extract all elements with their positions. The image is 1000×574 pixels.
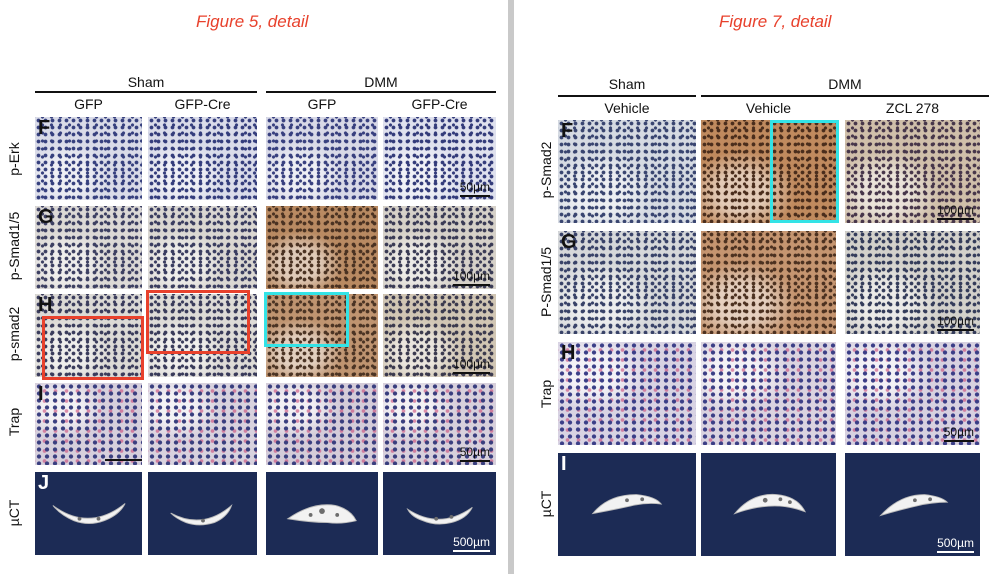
panel-letter-f: F <box>561 120 574 142</box>
scale-bar-g: 100µm <box>453 270 490 286</box>
row-label-micro-ct: µCT <box>538 490 554 518</box>
bone-scan-image <box>52 502 126 524</box>
micrograph-f-sham-vehicle: F <box>558 120 696 223</box>
row-label-trap: Trap <box>6 407 22 437</box>
bone-scan-image <box>591 493 663 514</box>
group-line-dmm <box>701 95 989 97</box>
group-label-sham: Sham <box>127 74 165 90</box>
highlight-box-red-1 <box>42 316 144 380</box>
figure-7-title: Figure 7, detail <box>719 12 832 31</box>
row-label-p-smad1-5: P-Smad1/5 <box>538 246 554 318</box>
micrograph-f-sham-gfp-cre <box>148 117 257 200</box>
micrograph-h-sham-gfp-cre <box>148 294 257 377</box>
row-label-p-smad2: p-Smad2 <box>538 141 554 199</box>
micrograph-h-sham-gfp: H <box>35 294 142 377</box>
micrograph-h-dmm-gfp <box>266 294 378 377</box>
micrograph-h-dmm-gfp-cre: 100µm <box>383 294 496 377</box>
micro-ct-j-dmm-gfp-cre: 500µm <box>383 472 496 555</box>
column-label-sham-vehicle: Vehicle <box>604 100 650 116</box>
scale-bar-line-i-1 <box>105 459 142 461</box>
column-label-sham-gfp-cre: GFP-Cre <box>174 96 231 112</box>
group-line-sham <box>558 95 696 97</box>
panel-letter-g: G <box>38 206 54 228</box>
row-label-trap: Trap <box>538 379 554 409</box>
scale-bar-f: 50µm <box>459 181 490 197</box>
scale-bar-h: 100µm <box>453 358 490 374</box>
panel-letter-i: I <box>561 453 567 475</box>
column-label-dmm-vehicle: Vehicle <box>745 100 792 116</box>
row-label-micro-ct: µCT <box>6 499 22 527</box>
micrograph-g-dmm-vehicle <box>701 231 836 334</box>
column-label-dmm-gfp: GFP <box>307 96 337 112</box>
micrograph-i-sham-gfp: I <box>35 383 142 465</box>
scale-bar-g: 100µm <box>937 315 974 331</box>
micro-ct-j-sham-gfp-cre <box>148 472 257 555</box>
column-label-dmm-zcl-278: ZCL 278 <box>885 100 940 116</box>
highlight-box-cyan-left <box>264 292 349 347</box>
micrograph-h-sham-vehicle: H <box>558 342 696 445</box>
highlight-box-cyan-right <box>770 120 839 223</box>
row-label-p-smad2: p-smad2 <box>6 306 22 362</box>
micrograph-h-dmm-vehicle <box>701 342 836 445</box>
scale-bar-j: 500µm <box>453 536 490 552</box>
highlight-box-red-2 <box>146 290 250 354</box>
group-label-dmm: DMM <box>364 74 398 90</box>
micro-ct-j-sham-gfp: J <box>35 472 142 555</box>
column-label-sham-gfp: GFP <box>74 96 103 112</box>
micrograph-i-dmm-gfp-cre: 50µm <box>383 383 496 465</box>
bone-scan-image <box>878 493 948 516</box>
micro-ct-j-dmm-gfp <box>266 472 378 555</box>
row-label-p-smad1-5: p-Smad1/5 <box>6 211 22 281</box>
group-label-sham: Sham <box>608 76 646 92</box>
panel-letter-h: H <box>38 294 53 316</box>
micrograph-h-dmm-zcl-278: 50µm <box>845 342 980 445</box>
group-label-dmm: DMM <box>828 76 862 92</box>
micro-ct-i-dmm-vehicle <box>701 453 836 556</box>
micrograph-g-dmm-zcl-278: 100µm <box>845 231 980 334</box>
micrograph-f-dmm-vehicle <box>701 120 836 223</box>
figure-5-panel: Figure 5, detail Sham DMM GFP GFP-Cre GF… <box>6 12 496 555</box>
group-line-dmm <box>266 91 496 93</box>
bone-scan-image <box>169 503 232 525</box>
figure-7-panel: Figure 7, detail Sham DMM Vehicle Vehicl… <box>514 0 1000 574</box>
row-label-p-erk: p-Erk <box>6 142 22 176</box>
group-line-sham <box>35 91 257 93</box>
micro-ct-i-sham-vehicle: I <box>558 453 696 556</box>
bone-scan-image <box>286 503 357 524</box>
bone-scan-image <box>405 506 473 525</box>
panel-divider <box>508 0 514 574</box>
micrograph-f-dmm-zcl-278: 100µm <box>845 120 980 223</box>
micro-ct-i-dmm-zcl-278: 500µm <box>845 453 980 556</box>
scale-bar-i: 500µm <box>937 537 974 553</box>
scale-bar-i: 50µm <box>459 446 490 462</box>
micrograph-g-sham-gfp-cre <box>148 206 257 289</box>
bone-scan-image <box>732 493 806 515</box>
micrograph-g-sham-vehicle: G <box>558 231 696 334</box>
micrograph-g-dmm-gfp-cre: 100µm <box>383 206 496 289</box>
micrograph-f-dmm-gfp-cre: 50µm <box>383 117 496 200</box>
micrograph-f-sham-gfp: F <box>35 117 142 200</box>
panel-letter-j: J <box>38 472 50 494</box>
micrograph-i-dmm-gfp <box>266 383 378 465</box>
scale-bar-f: 100µm <box>937 204 974 220</box>
panel-letter-g: G <box>561 231 577 253</box>
panel-letter-h: H <box>561 342 576 364</box>
scale-bar-h: 50µm <box>943 426 974 442</box>
column-label-dmm-gfp-cre: GFP-Cre <box>411 96 468 112</box>
micrograph-f-dmm-gfp <box>266 117 378 200</box>
panel-letter-i: I <box>38 383 44 405</box>
micrograph-i-sham-gfp-cre <box>148 383 257 465</box>
micrograph-g-dmm-gfp <box>266 206 378 289</box>
micrograph-g-sham-gfp: G <box>35 206 142 289</box>
figure-5-title: Figure 5, detail <box>196 12 309 31</box>
panel-letter-f: F <box>38 117 51 139</box>
